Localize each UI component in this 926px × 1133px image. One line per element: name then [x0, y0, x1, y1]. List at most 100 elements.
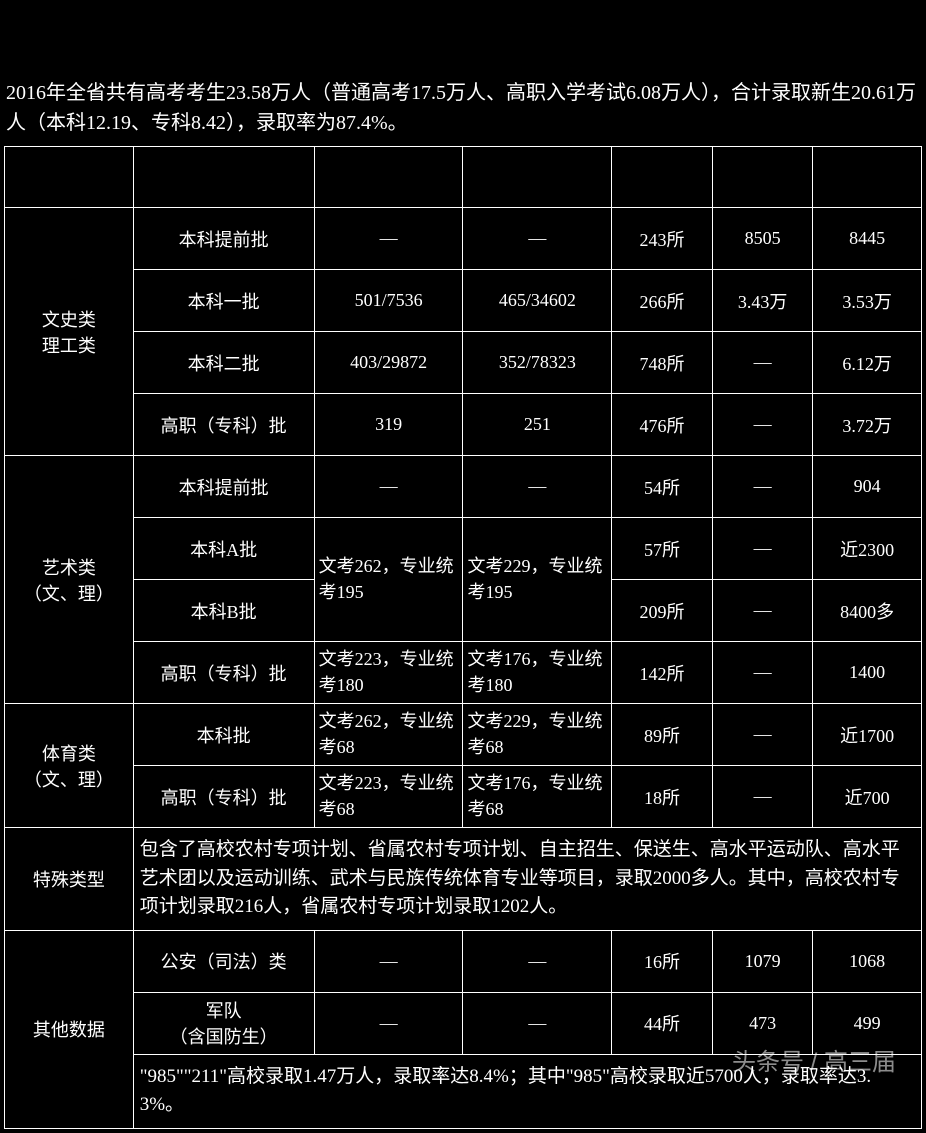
table-row: 文史类 理工类 本科提前批 — — 243所 8505 8445 [5, 208, 922, 270]
header-cell [612, 147, 713, 208]
data-cell: 近700 [813, 766, 922, 828]
batch-cell: 本科批 [133, 704, 314, 766]
batch-cell: 高职（专科）批 [133, 394, 314, 456]
table-row: 其他数据 公安（司法）类 — — 16所 1079 1068 [5, 930, 922, 992]
table-row: 军队 （含国防生） — — 44所 473 499 [5, 992, 922, 1054]
intro-text: 2016年全省共有高考考生23.58万人（普通高考17.5万人、高职入学考试6.… [4, 74, 922, 146]
data-cell: 403/29872 [314, 332, 463, 394]
header-cell [314, 147, 463, 208]
category-label-line1: 体育类 [42, 744, 96, 764]
table-row: 本科一批 501/7536 465/34602 266所 3.43万 3.53万 [5, 270, 922, 332]
table-row: 高职（专科）批 文考223，专业统考180 文考176，专业统考180 142所… [5, 642, 922, 704]
batch-cell: 本科A批 [133, 518, 314, 580]
data-cell: — [712, 580, 813, 642]
data-cell: 3.53万 [813, 270, 922, 332]
data-cell: 44所 [612, 992, 713, 1054]
batch-cell: 本科提前批 [133, 208, 314, 270]
data-cell: — [463, 992, 612, 1054]
data-cell: 476所 [612, 394, 713, 456]
data-cell: 文考176，专业统考68 [463, 766, 612, 828]
batch-cell: 本科二批 [133, 332, 314, 394]
data-cell: 文考262，专业统考68 [314, 704, 463, 766]
data-cell: — [712, 394, 813, 456]
data-cell: — [314, 992, 463, 1054]
header-cell [813, 147, 922, 208]
data-cell: 3.72万 [813, 394, 922, 456]
batch-cell: 本科一批 [133, 270, 314, 332]
category-label-line1: 艺术类 [42, 558, 96, 578]
data-cell: 文考223，专业统考68 [314, 766, 463, 828]
data-cell: 1068 [813, 930, 922, 992]
data-cell: 89所 [612, 704, 713, 766]
admission-table: 文史类 理工类 本科提前批 — — 243所 8505 8445 本科一批 50… [4, 146, 922, 1129]
data-cell: 近2300 [813, 518, 922, 580]
data-cell: — [712, 704, 813, 766]
data-cell: 3.43万 [712, 270, 813, 332]
category-label-line1: 文史类 [42, 310, 96, 330]
data-cell: — [314, 456, 463, 518]
data-cell: 209所 [612, 580, 713, 642]
page-container: 2016年全省共有高考考生23.58万人（普通高考17.5万人、高职入学考试6.… [4, 4, 922, 1129]
data-cell: — [712, 518, 813, 580]
top-spacer [4, 4, 922, 74]
table-row: 艺术类 （文、理） 本科提前批 — — 54所 — 904 [5, 456, 922, 518]
category-wenshi-ligong: 文史类 理工类 [5, 208, 134, 456]
batch-cell: 高职（专科）批 [133, 642, 314, 704]
data-cell: — [712, 642, 813, 704]
data-cell: 748所 [612, 332, 713, 394]
data-cell: 142所 [612, 642, 713, 704]
data-cell: 319 [314, 394, 463, 456]
batch-cell: 本科提前批 [133, 456, 314, 518]
batch-cell: 高职（专科）批 [133, 766, 314, 828]
data-cell: 1079 [712, 930, 813, 992]
data-cell-merged: 文考262，专业统考195 [314, 518, 463, 642]
data-cell: — [314, 208, 463, 270]
data-cell-merged: 文考229，专业统考195 [463, 518, 612, 642]
data-cell: — [712, 766, 813, 828]
header-cell [133, 147, 314, 208]
data-cell: — [314, 930, 463, 992]
header-cell [463, 147, 612, 208]
batch-line2: （含国防生） [170, 1027, 278, 1047]
data-cell: 352/78323 [463, 332, 612, 394]
data-cell: 57所 [612, 518, 713, 580]
data-cell: — [463, 456, 612, 518]
table-row: 高职（专科）批 319 251 476所 — 3.72万 [5, 394, 922, 456]
table-row: 本科二批 403/29872 352/78323 748所 — 6.12万 [5, 332, 922, 394]
data-cell: 文考223，专业统考180 [314, 642, 463, 704]
table-row: 体育类 （文、理） 本科批 文考262，专业统考68 文考229，专业统考68 … [5, 704, 922, 766]
data-cell: 1400 [813, 642, 922, 704]
data-cell: 243所 [612, 208, 713, 270]
data-cell: 6.12万 [813, 332, 922, 394]
data-cell: 近1700 [813, 704, 922, 766]
data-cell: 18所 [612, 766, 713, 828]
batch-cell: 本科B批 [133, 580, 314, 642]
batch-cell: 军队 （含国防生） [133, 992, 314, 1054]
table-row: 高职（专科）批 文考223，专业统考68 文考176，专业统考68 18所 — … [5, 766, 922, 828]
data-cell: 499 [813, 992, 922, 1054]
data-cell: 54所 [612, 456, 713, 518]
category-label-line2: 理工类 [42, 336, 96, 356]
header-cell [5, 147, 134, 208]
category-art: 艺术类 （文、理） [5, 456, 134, 704]
data-cell: 473 [712, 992, 813, 1054]
data-cell: 文考229，专业统考68 [463, 704, 612, 766]
table-header-row [5, 147, 922, 208]
data-cell: — [712, 456, 813, 518]
category-sport: 体育类 （文、理） [5, 704, 134, 828]
category-special: 特殊类型 [5, 828, 134, 931]
data-cell: 251 [463, 394, 612, 456]
data-cell: 465/34602 [463, 270, 612, 332]
category-label-line2: （文、理） [24, 770, 114, 790]
data-cell: 501/7536 [314, 270, 463, 332]
data-cell: 904 [813, 456, 922, 518]
special-text: 包含了高校农村专项计划、省属农村专项计划、自主招生、保送生、高水平运动队、高水平… [133, 828, 921, 931]
data-cell: — [463, 208, 612, 270]
data-cell: 文考176，专业统考180 [463, 642, 612, 704]
data-cell: 266所 [612, 270, 713, 332]
data-cell: 8445 [813, 208, 922, 270]
data-cell: — [712, 332, 813, 394]
data-cell: 8400多 [813, 580, 922, 642]
data-cell: — [463, 930, 612, 992]
category-other: 其他数据 [5, 930, 134, 1128]
